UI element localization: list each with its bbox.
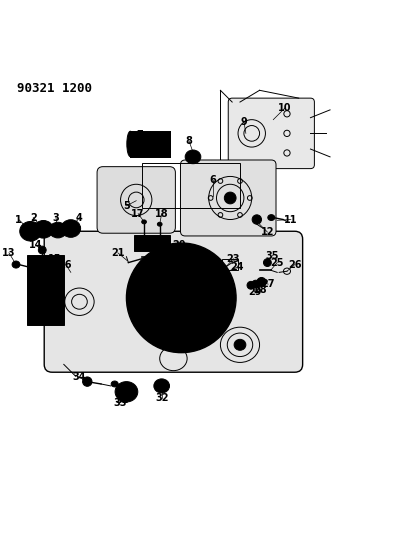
Ellipse shape: [142, 220, 146, 224]
Text: 4: 4: [76, 213, 83, 223]
Text: 1: 1: [16, 214, 22, 224]
Circle shape: [252, 280, 259, 288]
Text: 17: 17: [131, 208, 145, 219]
Ellipse shape: [61, 220, 81, 237]
Circle shape: [127, 243, 236, 353]
Text: 7: 7: [137, 131, 144, 140]
Circle shape: [194, 264, 206, 276]
Text: 10: 10: [278, 103, 292, 113]
Circle shape: [252, 215, 261, 224]
Ellipse shape: [123, 389, 130, 395]
Text: 31: 31: [178, 291, 191, 301]
Circle shape: [182, 277, 192, 287]
Circle shape: [263, 259, 271, 266]
Text: 16: 16: [59, 260, 72, 270]
Ellipse shape: [111, 381, 118, 387]
Circle shape: [224, 192, 236, 204]
Ellipse shape: [37, 224, 49, 235]
Circle shape: [142, 259, 220, 337]
Ellipse shape: [268, 215, 275, 221]
FancyBboxPatch shape: [97, 167, 176, 233]
Bar: [134, 235, 170, 251]
Text: 21: 21: [111, 248, 125, 258]
Circle shape: [38, 246, 46, 254]
Bar: [222, 259, 238, 270]
Text: 5: 5: [123, 201, 130, 211]
Ellipse shape: [12, 261, 20, 268]
Text: 9: 9: [240, 117, 247, 127]
Ellipse shape: [188, 152, 198, 161]
Text: 2: 2: [30, 213, 37, 223]
Circle shape: [247, 281, 255, 289]
Text: 28: 28: [254, 285, 267, 295]
Ellipse shape: [157, 222, 162, 226]
Text: 11: 11: [284, 214, 298, 224]
Text: 14: 14: [29, 240, 42, 250]
Ellipse shape: [234, 340, 246, 350]
Text: 13: 13: [2, 248, 16, 258]
Text: 30: 30: [190, 257, 204, 268]
Circle shape: [82, 377, 92, 386]
Ellipse shape: [23, 224, 38, 238]
Bar: [131, 132, 170, 157]
Circle shape: [162, 278, 201, 318]
FancyBboxPatch shape: [180, 160, 276, 236]
Text: 34: 34: [72, 372, 86, 382]
Text: 25: 25: [270, 257, 284, 268]
Ellipse shape: [119, 385, 134, 399]
Text: 32: 32: [155, 393, 168, 402]
Circle shape: [257, 278, 266, 287]
Ellipse shape: [151, 246, 157, 252]
Ellipse shape: [20, 222, 41, 241]
Ellipse shape: [185, 150, 201, 164]
Text: 26: 26: [288, 260, 302, 270]
Ellipse shape: [49, 222, 67, 238]
Text: 22: 22: [180, 246, 194, 256]
Text: 33: 33: [114, 398, 127, 408]
Text: 27: 27: [261, 279, 275, 289]
Ellipse shape: [157, 382, 166, 390]
Ellipse shape: [64, 223, 77, 235]
Text: 35: 35: [266, 251, 279, 261]
Text: 90321 1200: 90321 1200: [17, 83, 92, 95]
Text: 20: 20: [173, 240, 186, 250]
Text: 24: 24: [230, 262, 244, 272]
Text: 19: 19: [141, 236, 155, 246]
Text: 18: 18: [155, 208, 168, 219]
Ellipse shape: [127, 131, 134, 157]
Text: 32: 32: [116, 394, 129, 405]
Text: 8: 8: [185, 136, 193, 146]
FancyBboxPatch shape: [44, 231, 302, 372]
Text: 6: 6: [209, 175, 216, 185]
Bar: [142, 163, 240, 208]
Circle shape: [30, 313, 39, 322]
Text: 12: 12: [261, 227, 274, 237]
Circle shape: [53, 258, 62, 267]
Text: 15: 15: [49, 254, 62, 264]
Ellipse shape: [154, 379, 170, 393]
Text: 29: 29: [248, 287, 261, 297]
Text: 3: 3: [53, 213, 59, 223]
Ellipse shape: [34, 221, 53, 238]
Ellipse shape: [209, 260, 216, 266]
FancyBboxPatch shape: [228, 98, 314, 168]
Ellipse shape: [115, 382, 138, 402]
Circle shape: [30, 258, 39, 267]
Ellipse shape: [150, 262, 157, 268]
Text: 23: 23: [226, 254, 240, 264]
Circle shape: [53, 313, 62, 322]
Ellipse shape: [53, 225, 63, 235]
Bar: [27, 255, 64, 325]
